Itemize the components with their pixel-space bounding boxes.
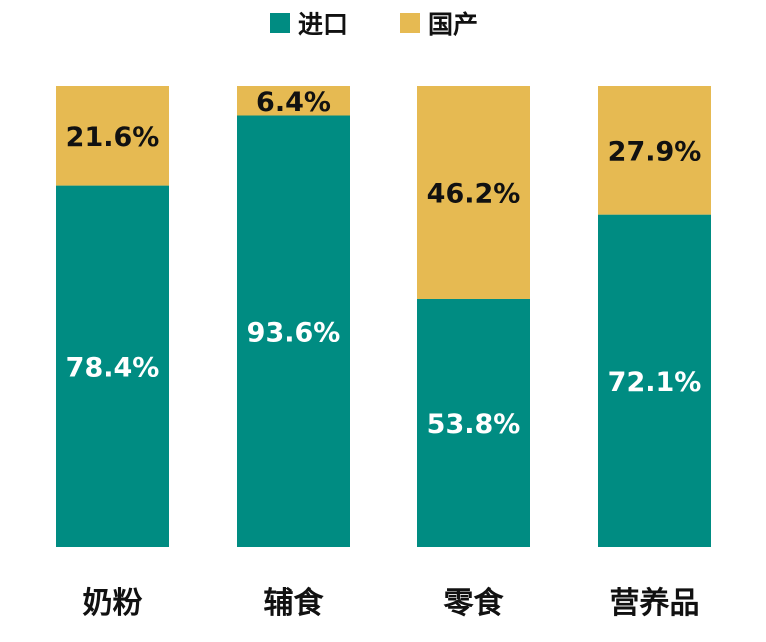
- bar-formula-import: [56, 185, 169, 548]
- category-label-complementary-food: 辅食: [264, 586, 325, 621]
- category-label-supplements: 营养品: [610, 586, 700, 621]
- legend-swatch-domestic: [400, 13, 420, 33]
- legend-label-import: 进口: [298, 10, 348, 39]
- data-label-complementary-food-import: 93.6%: [247, 317, 341, 348]
- data-label-formula-import: 78.4%: [66, 352, 160, 383]
- bar-snacks-import: [417, 298, 530, 547]
- bar-formula-domestic: [56, 86, 169, 186]
- bar-snacks-domestic: [417, 86, 530, 299]
- legend-label-domestic: 国产: [428, 10, 478, 39]
- data-label-snacks-import: 53.8%: [427, 409, 521, 440]
- legend-swatch-import: [270, 13, 290, 33]
- category-label-snacks: 零食: [444, 586, 505, 621]
- category-axis: 奶粉 辅食 零食 营养品: [83, 586, 700, 621]
- bar-complementary-food-import: [237, 115, 350, 547]
- bar-complementary-food-domestic: [237, 86, 350, 116]
- bar-supplements-domestic: [598, 86, 711, 215]
- data-label-snacks-domestic: 46.2%: [427, 178, 521, 209]
- data-label-supplements-import: 72.1%: [608, 367, 702, 398]
- data-label-complementary-food-domestic: 6.4%: [256, 87, 331, 118]
- category-label-formula: 奶粉: [83, 586, 143, 621]
- data-label-formula-domestic: 21.6%: [66, 122, 160, 153]
- data-label-supplements-domestic: 27.9%: [608, 136, 702, 167]
- bar-supplements-import: [598, 214, 711, 547]
- plot-area: 78.4% 21.6% 93.6% 6.4% 53.8% 46.2% 72.1% 27.9%: [56, 86, 711, 548]
- legend: 进口 国产: [270, 10, 478, 39]
